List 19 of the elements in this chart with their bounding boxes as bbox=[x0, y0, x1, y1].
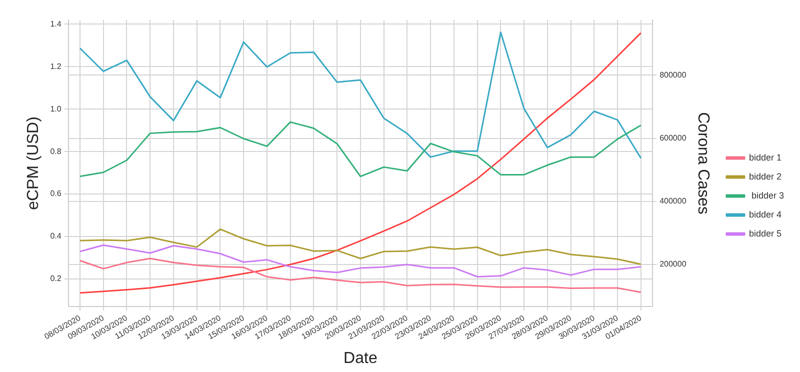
legend-label: bidder 2 bbox=[748, 171, 782, 182]
y-tick-label: 1.2 bbox=[50, 62, 62, 71]
y2-tick-label: 600000 bbox=[660, 134, 687, 143]
legend-label: bidder 1 bbox=[748, 152, 782, 162]
legend-label: bidder 4 bbox=[748, 209, 782, 220]
y-tick-label: 0.6 bbox=[50, 189, 62, 198]
y2-axis-title: Corona Cases bbox=[694, 112, 712, 214]
legend-label: bidder 5 bbox=[748, 228, 782, 238]
x-axis-title: Date bbox=[344, 350, 378, 367]
y2-tick-label: 800000 bbox=[660, 70, 687, 80]
y-tick-label: 1.0 bbox=[50, 104, 62, 114]
y-axis-title: eCPM (USD) bbox=[25, 116, 42, 210]
y-tick-label: 0.4 bbox=[50, 232, 62, 241]
y-tick-label: 0.8 bbox=[50, 146, 62, 156]
y-tick-label: 0.2 bbox=[50, 274, 62, 284]
y-tick-label: 1.4 bbox=[50, 19, 62, 28]
y2-tick-label: 200000 bbox=[660, 260, 687, 269]
legend-label: bidder 3 bbox=[748, 190, 784, 200]
y2-tick-label: 400000 bbox=[660, 196, 687, 206]
